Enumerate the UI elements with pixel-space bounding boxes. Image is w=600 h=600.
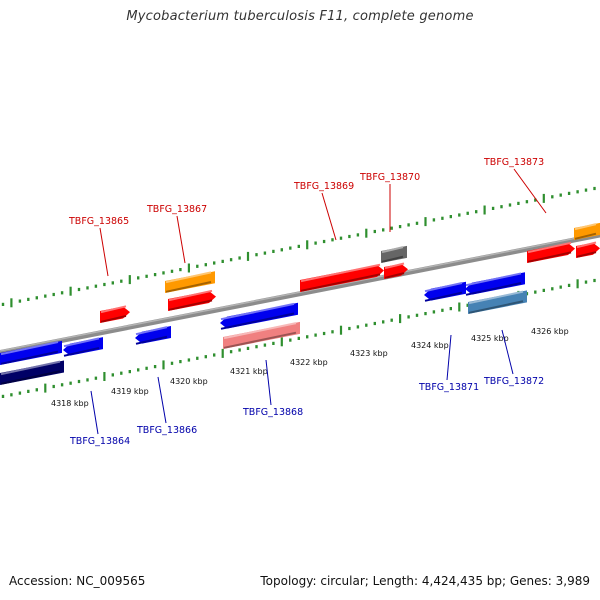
- gene-label: TBFG_13869: [293, 181, 354, 241]
- forward-gene: [168, 289, 216, 311]
- reverse-tick-row: [1, 278, 596, 398]
- scale-tick-label: 4325 kbp: [471, 334, 509, 343]
- forward-gene: [100, 305, 130, 323]
- scale-labels: 4318 kbp 4319 kbp 4320 kbp 4321 kbp 4322 kbp…: [51, 327, 569, 408]
- gene-label: TBFG_13866: [136, 376, 197, 436]
- callout-line: [90, 390, 99, 435]
- gene-name: TBFG_13864: [69, 436, 130, 447]
- gene-name: TBFG_13868: [242, 407, 303, 418]
- tick-rows: [1, 186, 596, 398]
- reverse-gene: [135, 325, 171, 345]
- gene-name: TBFG_13873: [483, 157, 544, 168]
- callout-line: [157, 376, 167, 424]
- gene-label: TBFG_13868: [242, 359, 303, 418]
- gray-feature: [381, 245, 407, 263]
- scale-tick-label: 4319 kbp: [111, 387, 149, 396]
- gene-label: TBFG_13871: [418, 334, 479, 393]
- scale-tick-label: 4318 kbp: [51, 399, 89, 408]
- reverse-gene: [0, 340, 62, 365]
- callout-line: [446, 334, 452, 381]
- scale-tick-label: 4324 kbp: [411, 341, 449, 350]
- gene-label: TBFG_13870: [359, 172, 420, 232]
- callout-line: [99, 227, 109, 277]
- gene-label: TBFG_13867: [146, 204, 207, 264]
- gene-name: TBFG_13871: [418, 382, 479, 393]
- map-title: Mycobacterium tuberculosis F11, complete…: [126, 9, 474, 24]
- steel-feature: [468, 290, 527, 314]
- reverse-gene: [220, 302, 298, 330]
- gene-features: [0, 222, 600, 385]
- genome-summary: Topology: circular; Length: 4,424,435 bp…: [260, 574, 590, 588]
- gene-name: TBFG_13870: [359, 172, 420, 183]
- gene-name: TBFG_13867: [146, 204, 207, 215]
- scale-tick-label: 4322 kbp: [290, 358, 328, 367]
- callout-line: [513, 168, 547, 214]
- gene-labels: TBFG_13865 TBFG_13867 TBFG_13869 TBFG_13870…: [68, 157, 547, 447]
- gene-name: TBFG_13866: [136, 425, 197, 436]
- gene-name: TBFG_13869: [293, 181, 354, 192]
- callout-line: [176, 215, 186, 264]
- forward-gene: [300, 263, 384, 292]
- gene-name: TBFG_13865: [68, 216, 129, 227]
- forward-gene: [576, 241, 600, 258]
- orange-feature: [574, 222, 600, 240]
- navy-feature: [0, 360, 64, 385]
- gene-label: TBFG_13872: [483, 329, 544, 387]
- callout-line: [265, 359, 272, 406]
- accession-label: Accession: NC_009565: [9, 574, 146, 588]
- reverse-gene: [63, 337, 103, 357]
- scale-tick-label: 4326 kbp: [531, 327, 569, 336]
- gene-label: TBFG_13873: [483, 157, 547, 214]
- reverse-gene: [465, 272, 525, 296]
- forward-gene: [527, 241, 575, 263]
- reverse-gene: [424, 281, 466, 302]
- genome-backbone: [0, 232, 600, 355]
- scale-tick-label: 4321 kbp: [230, 367, 268, 376]
- gene-name: TBFG_13872: [483, 376, 544, 387]
- scale-tick-label: 4323 kbp: [350, 349, 388, 358]
- forward-tick-row: [1, 186, 596, 308]
- backbone-highlight: [0, 232, 600, 352]
- forward-gene: [384, 262, 408, 279]
- orange-feature: [165, 271, 215, 293]
- scale-tick-label: 4320 kbp: [170, 377, 208, 386]
- callout-line: [501, 329, 514, 375]
- callout-line: [321, 192, 337, 241]
- gene-label: TBFG_13865: [68, 216, 129, 277]
- backbone-line: [0, 232, 600, 355]
- gene-label: TBFG_13864: [69, 390, 130, 447]
- pink-feature: [223, 321, 300, 349]
